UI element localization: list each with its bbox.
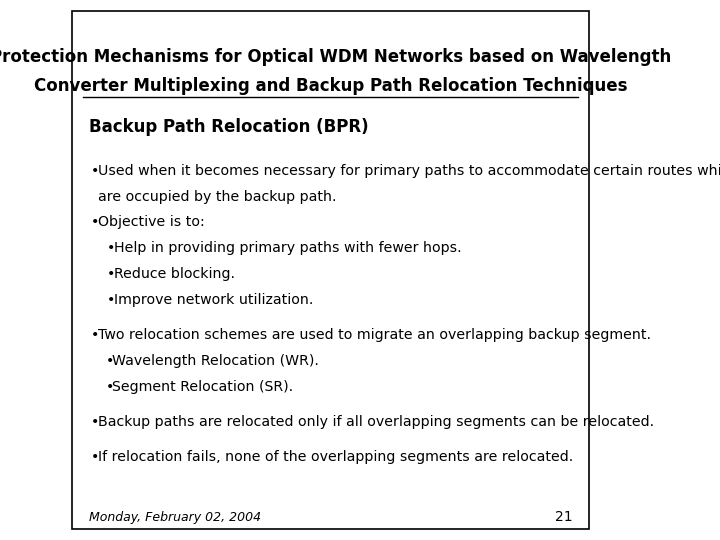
Text: •: • xyxy=(91,328,99,342)
Text: 21: 21 xyxy=(555,510,573,524)
Text: Objective is to:: Objective is to: xyxy=(98,215,205,230)
Text: •: • xyxy=(91,450,99,464)
Text: Monday, February 02, 2004: Monday, February 02, 2004 xyxy=(89,511,261,524)
Text: Help in providing primary paths with fewer hops.: Help in providing primary paths with few… xyxy=(114,241,462,255)
FancyBboxPatch shape xyxy=(73,11,589,529)
Text: •: • xyxy=(106,380,114,394)
Text: •: • xyxy=(106,354,114,368)
Text: Reduce blocking.: Reduce blocking. xyxy=(114,267,235,281)
Text: Backup Path Relocation (BPR): Backup Path Relocation (BPR) xyxy=(89,118,368,136)
Text: •: • xyxy=(91,415,99,429)
Text: Segment Relocation (SR).: Segment Relocation (SR). xyxy=(112,380,293,394)
Text: Improve network utilization.: Improve network utilization. xyxy=(114,293,314,307)
Text: Converter Multiplexing and Backup Path Relocation Techniques: Converter Multiplexing and Backup Path R… xyxy=(34,77,627,96)
Text: Protection Mechanisms for Optical WDM Networks based on Wavelength: Protection Mechanisms for Optical WDM Ne… xyxy=(0,48,671,66)
Text: •: • xyxy=(91,164,99,178)
Text: Backup paths are relocated only if all overlapping segments can be relocated.: Backup paths are relocated only if all o… xyxy=(98,415,654,429)
Text: Used when it becomes necessary for primary paths to accommodate certain routes w: Used when it becomes necessary for prima… xyxy=(98,164,720,178)
Text: Wavelength Relocation (WR).: Wavelength Relocation (WR). xyxy=(112,354,318,368)
Text: •: • xyxy=(91,215,99,230)
Text: are occupied by the backup path.: are occupied by the backup path. xyxy=(98,190,337,204)
Text: Two relocation schemes are used to migrate an overlapping backup segment.: Two relocation schemes are used to migra… xyxy=(98,328,651,342)
Text: If relocation fails, none of the overlapping segments are relocated.: If relocation fails, none of the overlap… xyxy=(98,450,573,464)
Text: •: • xyxy=(107,267,116,281)
Text: •: • xyxy=(107,241,116,255)
Text: •: • xyxy=(107,293,116,307)
